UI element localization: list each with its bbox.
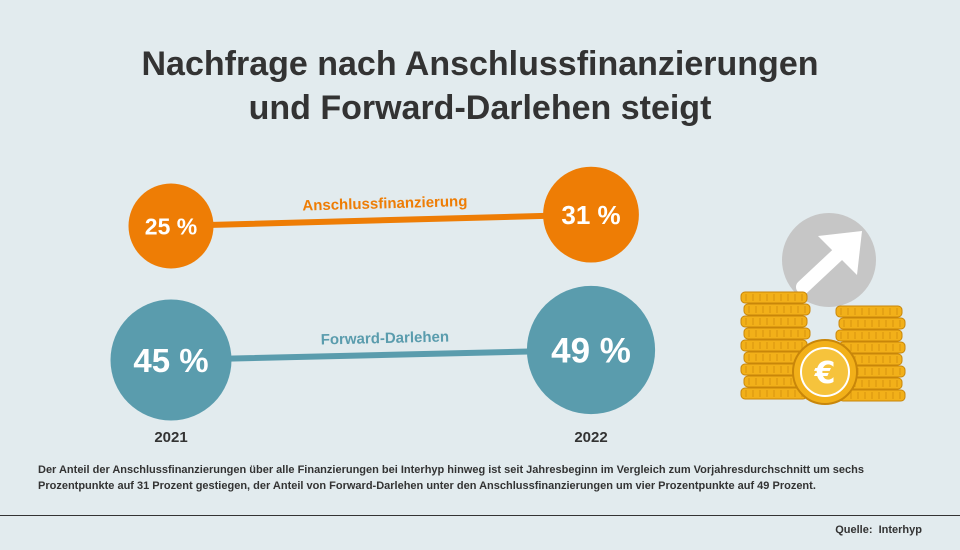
data-label-forward-darlehen-2022: 49 % xyxy=(551,332,631,371)
data-label-anschlussfinanzierung-2022: 31 % xyxy=(561,200,620,230)
category-label-2021: 2021 xyxy=(154,429,187,446)
series-label-anschlussfinanzierung: Anschlussfinanzierung xyxy=(302,193,467,214)
series-label-forward-darlehen: Forward-Darlehen xyxy=(321,328,450,348)
coins-illustration: € xyxy=(740,213,906,405)
data-point-forward-darlehen-2021 xyxy=(110,299,232,421)
euro-icon: € xyxy=(814,356,836,391)
data-label-forward-darlehen-2021: 45 % xyxy=(133,342,208,379)
category-label-2022: 2022 xyxy=(574,429,607,446)
arrow-up-right-icon xyxy=(796,231,862,294)
title-line-1: Nachfrage nach Anschlussfinanzierungen xyxy=(141,45,819,83)
data-label-anschlussfinanzierung-2021: 25 % xyxy=(145,213,197,239)
source-name: Interhyp xyxy=(878,524,922,536)
data-point-anschlussfinanzierung-2022 xyxy=(543,166,639,263)
series-line-forward-darlehen xyxy=(168,347,594,363)
coin-stack-left xyxy=(740,291,811,400)
source-label: Quelle: xyxy=(835,524,873,536)
series-anschlussfinanzierung: Anschlussfinanzierung 25 % 31 % xyxy=(128,166,639,269)
chart-title: Nachfrage nach Anschlussfinanzierungen u… xyxy=(0,42,960,130)
title-line-2: und Forward-Darlehen steigt xyxy=(248,89,712,127)
description-text: Der Anteil der Anschlussfinanzierungen ü… xyxy=(38,464,864,492)
data-point-anschlussfinanzierung-2021 xyxy=(128,183,214,269)
series-forward-darlehen: Forward-Darlehen 45 % 49 % xyxy=(110,285,656,421)
series-line-anschlussfinanzierung xyxy=(168,211,594,229)
source-credit: Quelle: Interhyp xyxy=(835,524,922,536)
chart-area: Anschlussfinanzierung 25 % 31 % Forward-… xyxy=(110,166,906,446)
divider xyxy=(0,515,960,516)
data-point-forward-darlehen-2022 xyxy=(526,285,656,415)
